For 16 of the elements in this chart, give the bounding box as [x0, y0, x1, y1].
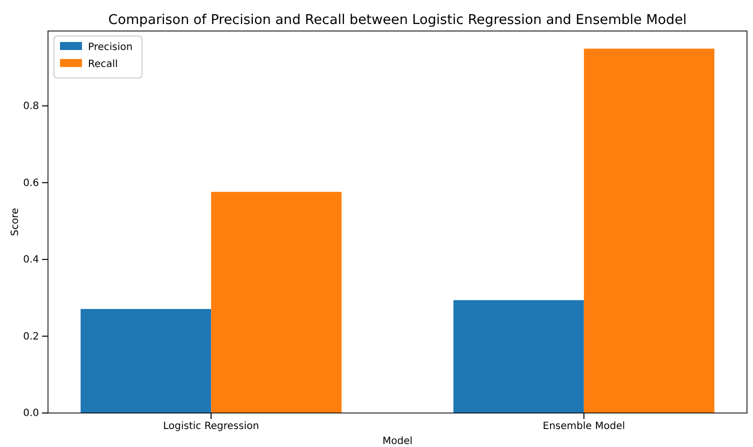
bar [211, 192, 342, 413]
y-axis-title: Score [10, 208, 21, 236]
bar [453, 300, 584, 413]
y-tick-label: 0.2 [23, 331, 39, 342]
y-tick-label: 0.4 [23, 254, 39, 266]
y-tick-label: 0.8 [23, 101, 39, 112]
legend-label: Precision [88, 42, 133, 53]
chart-title: Comparison of Precision and Recall between Logistic Regression and Ensemble Model [108, 12, 687, 28]
x-axis-title: Model [382, 436, 413, 447]
x-tick-label: Ensemble Model [542, 421, 626, 432]
bar [584, 48, 714, 413]
y-tick-label: 0.6 [23, 178, 39, 189]
x-tick-label: Logistic Regression [163, 421, 260, 432]
y-tick-label: 0.0 [23, 408, 39, 420]
legend-label: Recall [88, 59, 118, 70]
bar [80, 308, 212, 413]
